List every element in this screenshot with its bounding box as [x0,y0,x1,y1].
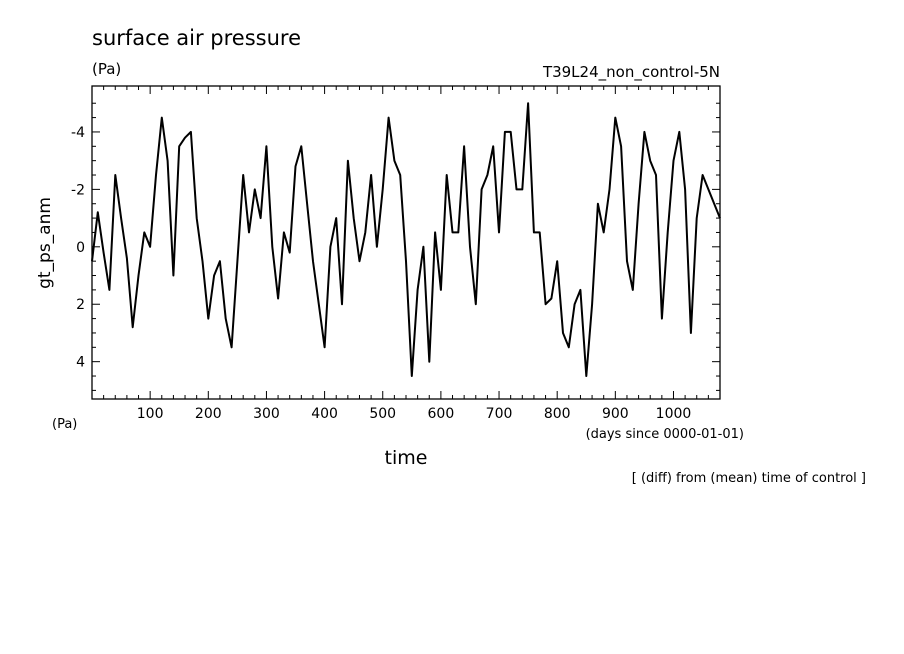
y-tick-label: 2 [76,297,85,313]
difference-note: [ (diff) from (mean) time of control ] [632,471,866,486]
y-axis-label: gt_ps_anm [35,197,55,289]
x-tick-label: 900 [602,406,629,422]
x-tick-label: 1000 [656,406,692,422]
x-tick-label: 300 [253,406,280,422]
run-label: T39L24_non_control-5N [542,63,720,82]
series-line-1 [91,102,721,377]
y-axis-units: (Pa) [52,417,77,432]
x-tick-label: 500 [369,406,396,422]
x-axis-units: (days since 0000-01-01) [586,427,744,442]
y-tick-label: 4 [76,355,85,371]
y-tick-label: -2 [71,182,85,198]
x-axis-label: time [385,447,428,469]
y-tick-label: 0 [76,240,85,256]
series-layer [91,102,721,377]
x-tick-label: 700 [486,406,513,422]
x-tick-label: 800 [544,406,571,422]
x-tick-label: 100 [137,406,164,422]
y-axis: -4 -2 0 2 4 [71,102,720,391]
chart-title: surface air pressure [92,26,301,50]
title-units-label: (Pa) [92,60,121,78]
y-tick-label: -4 [71,125,85,141]
x-tick-label: 400 [311,406,338,422]
x-tick-label: 600 [428,406,455,422]
x-tick-label: 200 [195,406,222,422]
x-axis: 100 200 300 400 500 600 700 800 900 1000 [103,86,709,422]
